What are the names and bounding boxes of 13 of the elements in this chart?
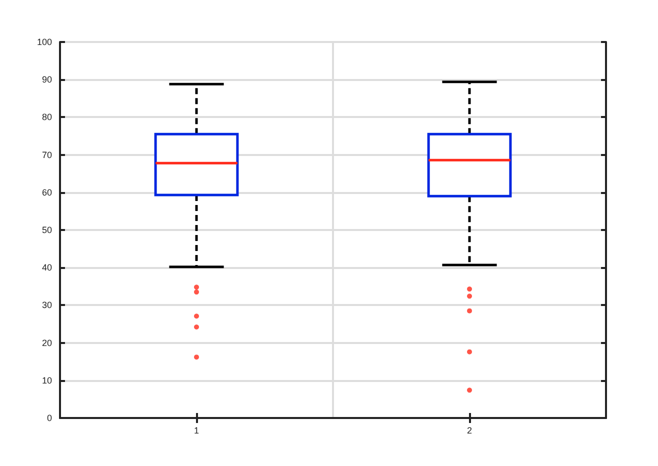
y-tick-label: 50	[42, 225, 52, 235]
y-tick-label: 40	[42, 262, 52, 273]
x-tick-label: 2	[466, 426, 472, 436]
y-tick-label: 30	[42, 300, 52, 310]
y-tick-label: 10	[42, 375, 52, 386]
y-tick-label: 20	[42, 338, 52, 348]
y-tick-label: 0	[46, 413, 52, 423]
y-tick-label: 60	[42, 187, 52, 198]
y-tick-label: 70	[42, 150, 52, 160]
y-tick-label: 90	[42, 74, 52, 85]
x-tick-label: 1	[194, 426, 200, 436]
y-tick-label: 100	[36, 37, 52, 47]
y-tick-label: 80	[42, 112, 52, 122]
